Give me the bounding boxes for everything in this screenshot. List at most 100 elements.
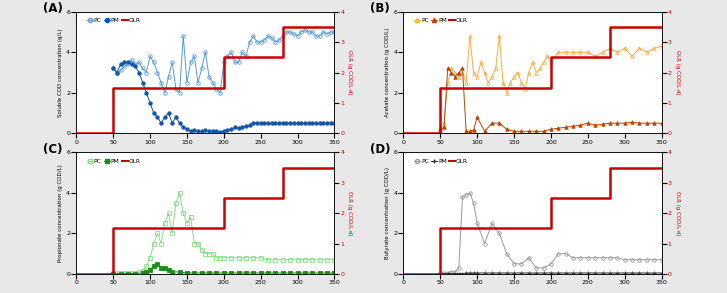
PC	[245, 40, 254, 44]
PC	[330, 30, 339, 34]
PC	[249, 256, 257, 260]
PC	[241, 256, 250, 260]
PM	[234, 127, 243, 130]
PM	[249, 271, 257, 275]
PC	[451, 270, 459, 274]
Text: (D): (D)	[370, 143, 390, 156]
PM	[216, 130, 225, 133]
PC	[300, 258, 309, 262]
PC	[462, 193, 470, 197]
PC	[330, 258, 339, 262]
PC	[300, 28, 309, 32]
PC	[197, 248, 206, 251]
PM	[293, 271, 302, 275]
PM	[440, 125, 449, 129]
PM	[465, 271, 474, 275]
PC	[536, 67, 545, 70]
PC	[172, 201, 180, 205]
PC	[584, 256, 593, 260]
PM	[443, 272, 452, 275]
PC	[547, 262, 555, 265]
Line: PM: PM	[438, 67, 663, 133]
PM	[576, 123, 585, 127]
PC	[447, 270, 456, 274]
Y-axis label: OLR (g COD/L·d): OLR (g COD/L·d)	[348, 50, 353, 95]
PC	[613, 256, 622, 260]
PM	[627, 271, 636, 275]
PM	[120, 61, 129, 64]
PC	[293, 258, 302, 262]
PM	[458, 272, 467, 275]
PC	[179, 212, 188, 215]
Line: PC: PC	[438, 191, 663, 275]
PC	[440, 271, 449, 275]
PC	[164, 75, 173, 78]
PM	[510, 130, 518, 133]
PC	[142, 264, 150, 268]
PC	[465, 191, 474, 195]
PC	[643, 50, 651, 54]
PM	[451, 75, 459, 78]
PM	[517, 130, 526, 133]
PM	[205, 271, 214, 275]
PC	[201, 252, 209, 255]
PC	[443, 81, 452, 84]
PM	[197, 271, 206, 275]
PM	[278, 271, 287, 275]
PM	[524, 271, 533, 275]
PC	[584, 50, 593, 54]
PM	[481, 271, 489, 275]
PM	[488, 121, 497, 125]
PC	[539, 61, 548, 64]
PM	[569, 271, 577, 275]
Line: PC: PC	[111, 28, 336, 95]
PC	[598, 50, 607, 54]
PM	[241, 271, 250, 275]
Y-axis label: OLR (g COD/L·d): OLR (g COD/L·d)	[675, 50, 680, 95]
PC	[205, 252, 214, 255]
PC	[495, 232, 504, 235]
PC	[499, 81, 507, 84]
PM	[157, 266, 166, 270]
PM	[234, 271, 243, 275]
PC	[554, 252, 563, 255]
PM	[462, 271, 470, 275]
PM	[212, 271, 221, 275]
PC	[116, 271, 125, 275]
Legend: PC, PM, OLR: PC, PM, OLR	[84, 156, 143, 166]
PC	[510, 75, 518, 78]
PM	[286, 271, 294, 275]
PC	[488, 75, 497, 78]
PC	[473, 75, 481, 78]
Text: (B): (B)	[370, 2, 390, 15]
PM	[131, 272, 140, 275]
PM	[554, 271, 563, 275]
PC	[127, 271, 136, 275]
PC	[124, 271, 132, 275]
PC	[547, 61, 555, 64]
PC	[635, 47, 644, 50]
PC	[234, 256, 243, 260]
PM	[613, 271, 622, 275]
Y-axis label: Soluble COD concentration (g/L): Soluble COD concentration (g/L)	[58, 28, 63, 117]
PC	[657, 258, 666, 262]
PC	[316, 258, 324, 262]
PC	[186, 215, 195, 219]
PM	[473, 271, 481, 275]
PC	[220, 256, 228, 260]
PC	[458, 71, 467, 74]
PC	[517, 262, 526, 265]
PC	[554, 50, 563, 54]
PC	[481, 71, 489, 74]
PM	[465, 130, 474, 133]
PM	[547, 127, 555, 131]
PC	[436, 271, 445, 275]
Line: PM: PM	[111, 61, 336, 133]
PM	[598, 122, 607, 126]
PM	[650, 271, 659, 275]
PC	[613, 50, 622, 54]
PC	[308, 258, 317, 262]
PM	[650, 121, 659, 125]
PC	[532, 266, 541, 270]
PC	[120, 271, 129, 275]
